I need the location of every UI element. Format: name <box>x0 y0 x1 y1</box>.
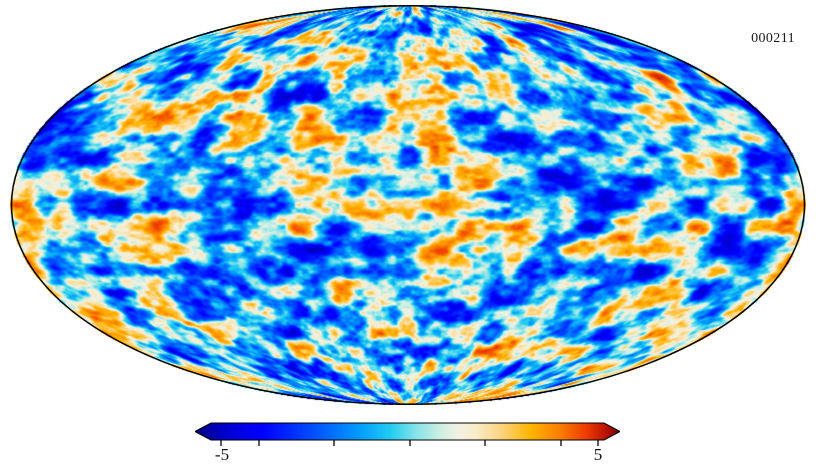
sky-map <box>10 5 806 405</box>
colorbar: -5 5 <box>195 420 620 474</box>
colorbar-max-label: 5 <box>593 445 603 464</box>
run-label: 000211 <box>751 31 795 46</box>
colorbar-body <box>195 422 620 441</box>
colorbar-min-label: -5 <box>214 445 230 464</box>
colorbar-ticks <box>220 440 599 446</box>
colorbar-gradient <box>195 422 620 446</box>
sky-map-image <box>10 5 806 405</box>
